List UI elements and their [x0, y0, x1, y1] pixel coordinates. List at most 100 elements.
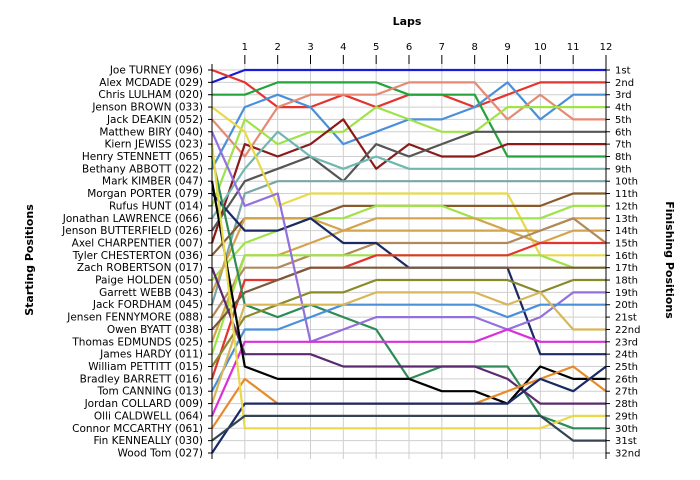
series-lines: [210, 68, 607, 454]
starting-driver-label: William PETTITT (015): [88, 361, 203, 373]
x-tick-label: 11: [567, 42, 580, 53]
starting-driver-label: Bradley BARRETT (016): [80, 373, 203, 385]
finishing-position-label: 2nd: [615, 78, 634, 89]
finishing-position-label: 26th: [615, 374, 638, 385]
series-line-10: [210, 180, 606, 306]
plot-frame: [208, 64, 610, 459]
finishing-position-label: 15th: [615, 238, 638, 249]
starting-driver-label: Joe TURNEY (096): [109, 65, 203, 77]
finishing-position-label: 6th: [615, 127, 632, 138]
starting-driver-label: Connor MCCARTHY (061): [72, 423, 203, 435]
series-line-20: [211, 266, 606, 331]
starting-driver-label: Tyler CHESTERTON (036): [72, 250, 203, 262]
series-line-23: [210, 131, 606, 343]
x-tick-label: 5: [373, 42, 379, 53]
finishing-position-label: 23rd: [615, 337, 638, 348]
series-line-1: [211, 68, 606, 84]
finishing-position-label: 29th: [615, 411, 638, 422]
starting-driver-label: Owen BYATT (038): [107, 324, 203, 336]
series-line-16: [211, 217, 607, 318]
series-line-32: [211, 414, 606, 442]
starting-position-labels: Joe TURNEY (096)Alex MCDADE (029)Chris L…: [61, 65, 203, 460]
starting-driver-label: Kiern JEWISS (023): [105, 139, 204, 151]
series-line-6: [210, 105, 606, 207]
starting-driver-label: Morgan PORTER (079): [87, 188, 203, 200]
starting-driver-label: Jensen FENNYMORE (088): [66, 312, 203, 324]
finishing-position-label: 32nd: [615, 449, 640, 460]
x-tick-label: 7: [439, 42, 445, 53]
starting-driver-label: Henry STENNETT (065): [82, 151, 203, 163]
starting-driver-label: Jonathan LAWRENCE (066): [62, 213, 203, 225]
series-line-5: [211, 81, 606, 158]
starting-driver-label: Jack FORDHAM (045): [92, 299, 203, 311]
finishing-position-label: 13th: [615, 214, 638, 225]
finishing-position-label: 11th: [615, 189, 638, 200]
finishing-position-label: 18th: [615, 276, 638, 287]
series-line-27: [210, 267, 606, 405]
starting-driver-label: Zach ROBERTSON (017): [77, 262, 203, 274]
starting-driver-label: Jenson BUTTERFIELD (026): [61, 225, 203, 237]
starting-driver-label: Jordan COLLARD (009): [84, 398, 203, 410]
finishing-position-label: 14th: [615, 226, 638, 237]
finishing-position-label: 12th: [615, 201, 638, 212]
finishing-position-label: 16th: [615, 251, 638, 262]
finishing-position-label: 24th: [615, 350, 638, 361]
starting-driver-label: Tom CANNING (013): [96, 386, 203, 398]
finishing-position-label: 31st: [615, 436, 637, 447]
series-line-9: [211, 130, 606, 219]
x-tick-label: 12: [600, 42, 613, 53]
finishing-position-label: 21st: [615, 313, 637, 324]
finishing-position-label: 25th: [615, 362, 638, 373]
chart-title: Laps: [393, 15, 422, 28]
finishing-position-label: 4th: [615, 103, 632, 114]
starting-driver-label: Jack DEAKIN (052): [106, 114, 203, 126]
starting-driver-label: Thomas EDMUNDS (025): [71, 336, 203, 348]
finishing-position-label: 27th: [615, 387, 638, 398]
x-tick-label: 6: [406, 42, 412, 53]
x-tick-label: 1: [242, 42, 248, 53]
finishing-position-label: 28th: [615, 399, 638, 410]
x-tick-label: 2: [274, 42, 280, 53]
series-line-30: [211, 365, 607, 454]
series-line-24: [211, 303, 606, 392]
finishing-position-label: 17th: [615, 263, 638, 274]
series-line-31: [210, 143, 606, 430]
finishing-position-label: 8th: [615, 152, 632, 163]
starting-driver-label: Paige HOLDEN (050): [95, 275, 203, 287]
starting-driver-label: Mark KIMBER (047): [102, 176, 203, 188]
finishing-position-label: 7th: [615, 140, 632, 151]
finishing-position-label: 10th: [615, 177, 638, 188]
x-tick-label: 8: [471, 42, 477, 53]
series-line-25: [210, 291, 606, 404]
series-line-7: [210, 118, 606, 244]
starting-driver-label: Fin KENNEALLY (030): [93, 435, 203, 447]
starting-driver-label: James HARDY (011): [99, 349, 203, 361]
x-tick-label: 9: [504, 42, 510, 53]
finishing-position-label: 5th: [615, 115, 632, 126]
finishing-position-label: 19th: [615, 288, 638, 299]
series-line-3: [212, 81, 606, 158]
finishing-position-label: 1st: [615, 66, 631, 77]
starting-driver-label: Jenson BROWN (033): [91, 102, 203, 114]
series-line-28: [210, 181, 606, 405]
finishing-position-label: 3rd: [615, 90, 632, 101]
starting-driver-label: Bethany ABBOTT (022): [82, 163, 203, 175]
x-tick-label: 4: [340, 42, 346, 53]
series-line-26: [210, 328, 606, 417]
x-tick-label: 3: [307, 42, 313, 53]
starting-driver-label: Olli CALDWELL (064): [94, 410, 203, 422]
x-tick-label: 10: [534, 42, 547, 53]
finishing-position-label: 30th: [615, 424, 638, 435]
series-line-8: [211, 130, 606, 232]
starting-driver-label: Chris LULHAM (020): [98, 89, 203, 101]
finishing-position-label: 9th: [615, 164, 632, 175]
x-tick-labels: 1 2 3 4 5 6 7 8 9 10 11 12: [242, 42, 613, 64]
starting-driver-label: Alex MCDADE (029): [99, 77, 203, 89]
y-axis-label-right: Finishing Positions: [663, 201, 676, 319]
starting-driver-label: Rufus HUNT (014): [109, 200, 203, 212]
finishing-position-label: 20th: [615, 300, 638, 311]
starting-driver-label: Garrett WEBB (043): [99, 287, 203, 299]
y-axis-label-left: Starting Positions: [23, 204, 36, 316]
